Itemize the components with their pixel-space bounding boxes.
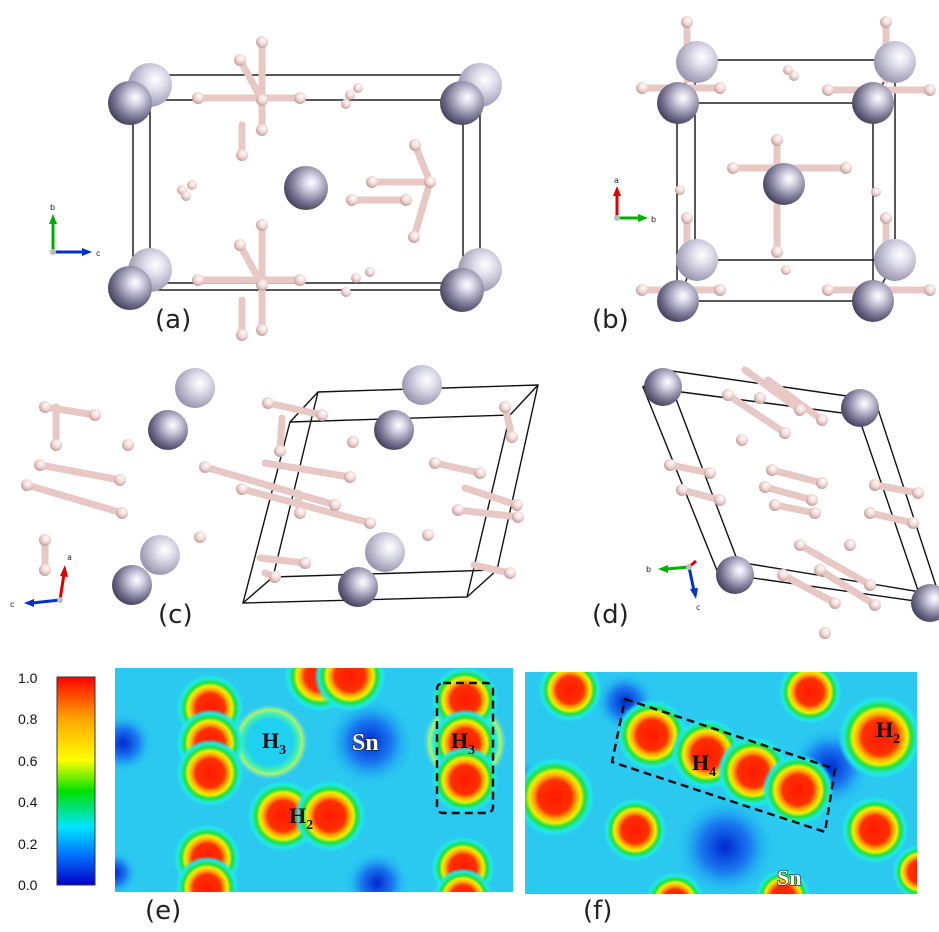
axis-label-c-d: c bbox=[696, 603, 700, 612]
colorbar-tick-2: 0.8 bbox=[18, 711, 38, 727]
colorbar-gradient bbox=[56, 676, 96, 886]
axis-label-b-a: b bbox=[50, 203, 55, 212]
label-h3-right: H3 bbox=[451, 728, 475, 758]
axis-label-b-b: b bbox=[651, 215, 656, 224]
panel-label-f: (f) bbox=[583, 896, 613, 926]
h-atoms-c bbox=[21, 397, 524, 583]
panel-b: a b (b) bbox=[592, 0, 939, 345]
panel-c: a c (c) bbox=[0, 345, 560, 655]
axis-label-a-b: a bbox=[614, 176, 619, 185]
panel-label-a: (a) bbox=[155, 305, 192, 335]
axis-label-c-c: c bbox=[10, 600, 14, 609]
colorbar-tick-3: 0.6 bbox=[18, 753, 38, 769]
panel-a: b c (a) bbox=[0, 0, 520, 345]
h-atoms-a bbox=[177, 36, 436, 341]
highlight-box-e bbox=[435, 681, 495, 815]
h-atoms-d bbox=[664, 389, 924, 639]
label-h3-left: H3 bbox=[262, 728, 286, 758]
axis-triad-c: a c bbox=[10, 553, 72, 609]
h-bonds-a bbox=[194, 38, 434, 339]
colorbar: 1.0 0.8 0.6 0.4 0.2 0.0 bbox=[0, 660, 115, 900]
h-bonds-c bbox=[23, 399, 522, 581]
h-bonds-d bbox=[666, 366, 922, 609]
axis-triad-a: b c bbox=[49, 203, 100, 258]
axis-triad-b: a b bbox=[613, 176, 656, 224]
label-h2-f: H2 bbox=[876, 717, 900, 747]
panel-e: H3 Sn H3 H2 (e) bbox=[115, 668, 515, 932]
panel-f: H4 H2 Sn (f) bbox=[525, 672, 939, 932]
sn-atoms-c bbox=[112, 365, 442, 607]
label-sn-f: Sn bbox=[777, 865, 801, 890]
sn-atoms-b bbox=[657, 41, 916, 322]
sn-atoms-a bbox=[108, 63, 502, 312]
crystal-structure-b: a b bbox=[613, 16, 936, 322]
axis-triad-d: c b bbox=[646, 559, 700, 612]
colorbar-tick-6: 0.0 bbox=[18, 877, 38, 893]
sn-atoms-d bbox=[644, 368, 939, 622]
axis-label-a-c: a bbox=[67, 553, 72, 562]
colorbar-tick-4: 0.4 bbox=[18, 794, 38, 810]
crystal-structure-a: b c bbox=[49, 36, 502, 341]
label-h2-e: H2 bbox=[289, 803, 313, 833]
elf-map-f: H4 H2 Sn bbox=[525, 672, 917, 894]
colorbar-tick-1: 1.0 bbox=[18, 670, 38, 686]
h-atoms-b bbox=[636, 16, 936, 296]
elf-map-e: H3 Sn H3 H2 bbox=[115, 668, 513, 892]
label-sn-e: Sn bbox=[352, 730, 379, 756]
label-h4: H4 bbox=[692, 750, 716, 780]
panel-label-e: (e) bbox=[145, 896, 182, 926]
unit-cell-c bbox=[242, 384, 539, 604]
colorbar-tick-5: 0.2 bbox=[18, 836, 38, 852]
axis-label-b-d: b bbox=[646, 565, 651, 574]
axis-label-c-a: c bbox=[96, 249, 100, 258]
panel-label-d: (d) bbox=[592, 600, 629, 630]
crystal-structure-d: c b bbox=[641, 366, 939, 639]
highlight-box-f bbox=[610, 697, 837, 834]
panel-d: c b (d) bbox=[592, 345, 939, 655]
panel-label-b: (b) bbox=[592, 305, 629, 335]
panel-label-c: (c) bbox=[158, 600, 193, 630]
crystal-structure-c: a c bbox=[10, 365, 539, 609]
